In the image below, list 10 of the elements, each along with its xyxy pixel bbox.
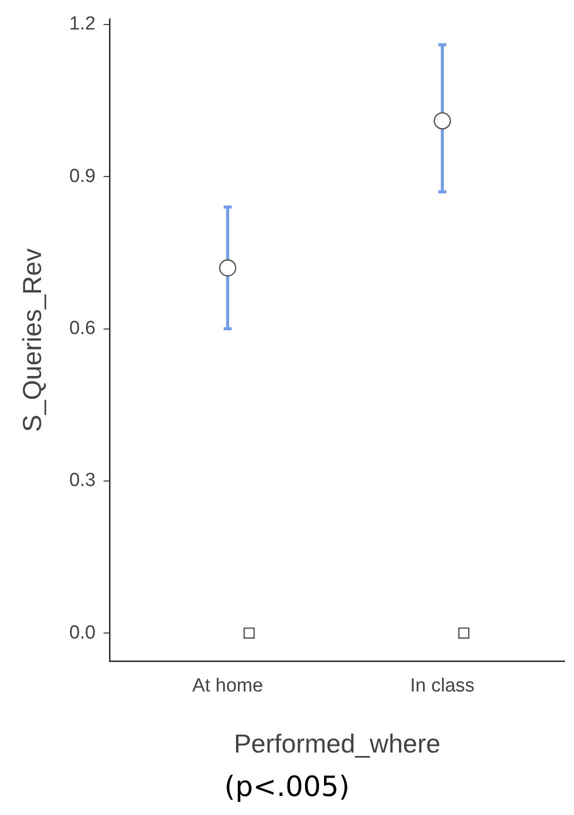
y-tick-label: 0.3 [69, 470, 96, 492]
x-tick-label: At home [192, 676, 264, 697]
y-tick-label: 0.0 [69, 622, 96, 644]
y-tick-label: 0.6 [69, 318, 96, 340]
y-tick-label: 1.2 [69, 14, 96, 35]
x-axis-title: Performed_where [234, 728, 440, 759]
y-axis-title: S_Queries_Rev [16, 248, 47, 432]
text: (p<.005) [223, 770, 351, 803]
y-tick-label: 0.9 [69, 166, 96, 187]
x-tick-label: In class [410, 676, 475, 697]
